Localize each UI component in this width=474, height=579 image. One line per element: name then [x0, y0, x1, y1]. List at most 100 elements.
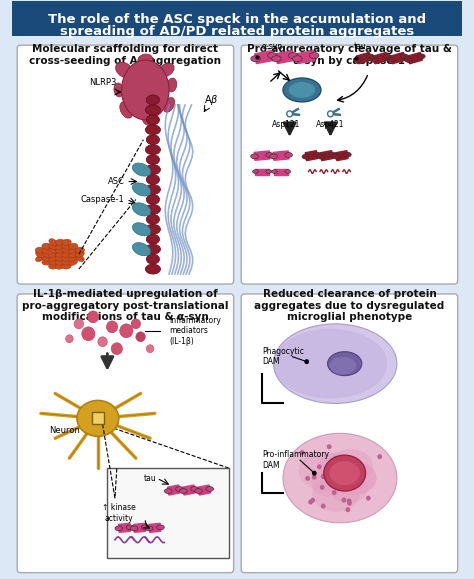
- Polygon shape: [297, 51, 315, 64]
- Ellipse shape: [62, 251, 71, 258]
- FancyBboxPatch shape: [241, 45, 458, 284]
- Circle shape: [106, 321, 118, 333]
- Ellipse shape: [330, 473, 368, 503]
- Text: Molecular scaffolding for direct
cross-seeding of Aβ aggregation: Molecular scaffolding for direct cross-s…: [29, 44, 221, 66]
- Ellipse shape: [146, 234, 160, 244]
- Ellipse shape: [270, 154, 277, 159]
- Circle shape: [332, 490, 337, 495]
- Ellipse shape: [329, 461, 360, 485]
- Text: IL-1β-mediated upregulation of
pro-aggregatory post-translational
modifications : IL-1β-mediated upregulation of pro-aggre…: [22, 289, 228, 322]
- Circle shape: [346, 461, 351, 466]
- Ellipse shape: [146, 254, 160, 264]
- Circle shape: [327, 444, 332, 449]
- Ellipse shape: [405, 57, 412, 63]
- Circle shape: [357, 469, 362, 474]
- Ellipse shape: [146, 95, 160, 105]
- Ellipse shape: [289, 53, 298, 58]
- Circle shape: [312, 475, 317, 479]
- Circle shape: [120, 324, 133, 338]
- Ellipse shape: [114, 83, 124, 97]
- Text: spreading of AD/PD related protein aggregates: spreading of AD/PD related protein aggre…: [60, 25, 415, 38]
- Text: Phagocytic
DAM: Phagocytic DAM: [262, 347, 304, 367]
- Ellipse shape: [126, 525, 134, 530]
- Ellipse shape: [146, 135, 160, 145]
- Text: Pro-inflammatory
DAM: Pro-inflammatory DAM: [262, 450, 329, 470]
- Ellipse shape: [69, 259, 78, 266]
- Ellipse shape: [401, 54, 408, 58]
- Ellipse shape: [268, 53, 277, 58]
- Ellipse shape: [75, 247, 84, 253]
- Ellipse shape: [175, 486, 183, 492]
- Ellipse shape: [146, 115, 160, 125]
- Circle shape: [308, 500, 313, 504]
- Ellipse shape: [42, 259, 51, 265]
- Text: tau: tau: [354, 42, 367, 51]
- Ellipse shape: [132, 243, 151, 256]
- Ellipse shape: [324, 455, 365, 491]
- Ellipse shape: [251, 154, 258, 159]
- Ellipse shape: [146, 264, 161, 274]
- Ellipse shape: [116, 62, 133, 78]
- Circle shape: [305, 476, 310, 481]
- Ellipse shape: [62, 259, 71, 265]
- Circle shape: [74, 319, 83, 329]
- Bar: [92, 412, 103, 424]
- Ellipse shape: [55, 259, 64, 265]
- Text: Pro-aggregatory cleavage of tau &
α-syn by caspase-1: Pro-aggregatory cleavage of tau & α-syn …: [247, 44, 452, 66]
- Ellipse shape: [285, 152, 292, 157]
- Ellipse shape: [48, 259, 58, 265]
- Polygon shape: [276, 51, 294, 64]
- Ellipse shape: [251, 56, 260, 61]
- Ellipse shape: [328, 351, 362, 376]
- Circle shape: [321, 474, 326, 479]
- Ellipse shape: [146, 145, 161, 155]
- Text: Neuron: Neuron: [49, 426, 80, 435]
- Circle shape: [328, 111, 333, 117]
- Polygon shape: [255, 51, 273, 64]
- Circle shape: [65, 335, 73, 343]
- Text: Caspase-1: Caspase-1: [81, 195, 125, 204]
- Ellipse shape: [146, 244, 161, 254]
- Ellipse shape: [138, 54, 153, 66]
- Ellipse shape: [49, 239, 58, 245]
- Ellipse shape: [146, 214, 160, 224]
- Polygon shape: [167, 485, 180, 495]
- Ellipse shape: [130, 526, 138, 531]
- Text: ASC: ASC: [108, 177, 125, 186]
- Text: Asp421: Asp421: [316, 120, 345, 129]
- Ellipse shape: [311, 470, 346, 496]
- Ellipse shape: [143, 114, 158, 126]
- Ellipse shape: [366, 54, 374, 58]
- Polygon shape: [274, 168, 288, 174]
- Ellipse shape: [62, 247, 71, 254]
- Ellipse shape: [167, 78, 177, 92]
- Text: NLRP3: NLRP3: [89, 79, 116, 87]
- Ellipse shape: [206, 486, 214, 492]
- Ellipse shape: [69, 255, 78, 262]
- Text: Asp121: Asp121: [272, 120, 300, 129]
- Text: tau: tau: [144, 474, 156, 482]
- Circle shape: [131, 319, 141, 329]
- Ellipse shape: [146, 125, 161, 135]
- Ellipse shape: [253, 170, 258, 173]
- Ellipse shape: [55, 247, 64, 253]
- Ellipse shape: [69, 251, 78, 258]
- Circle shape: [377, 454, 382, 459]
- Ellipse shape: [180, 489, 187, 493]
- FancyBboxPatch shape: [17, 45, 234, 284]
- Ellipse shape: [132, 183, 151, 196]
- Polygon shape: [356, 53, 371, 64]
- Ellipse shape: [35, 247, 45, 253]
- Ellipse shape: [146, 526, 153, 531]
- Ellipse shape: [49, 251, 58, 258]
- Text: A$\beta$: A$\beta$: [204, 93, 219, 107]
- Ellipse shape: [42, 247, 51, 254]
- Ellipse shape: [146, 174, 160, 185]
- Ellipse shape: [191, 486, 199, 492]
- Polygon shape: [134, 523, 146, 532]
- Polygon shape: [305, 151, 318, 160]
- Polygon shape: [391, 53, 405, 64]
- Circle shape: [312, 471, 317, 475]
- Polygon shape: [198, 485, 210, 495]
- Circle shape: [321, 474, 326, 479]
